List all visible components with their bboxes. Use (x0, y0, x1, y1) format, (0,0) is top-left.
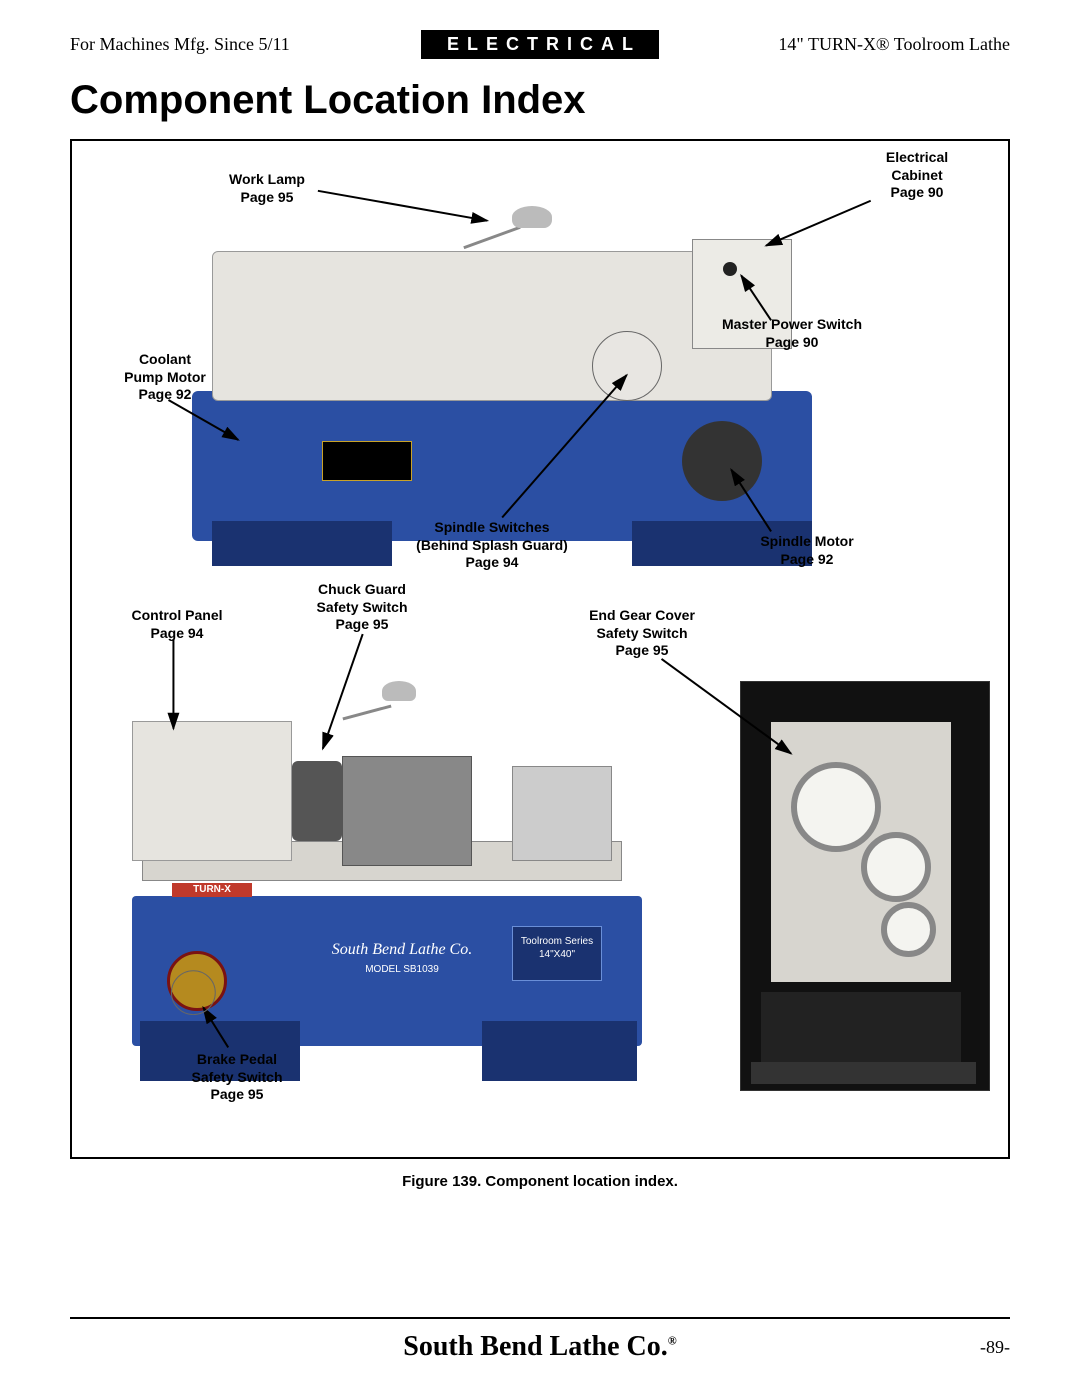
nameplate (322, 441, 412, 481)
footer-company: South Bend Lathe Co.® (403, 1331, 676, 1363)
label-end-gear: End Gear Cover Safety Switch Page 95 (552, 607, 732, 660)
label-master-power: Master Power Switch Page 90 (692, 316, 892, 351)
carriage (342, 756, 472, 866)
inset-stand (761, 992, 961, 1062)
lathe-foot-left (212, 521, 392, 566)
lathe-rear-view (152, 211, 852, 571)
tailstock (512, 766, 612, 861)
chuck (292, 761, 342, 841)
label-work-lamp: Work Lamp Page 95 (212, 171, 322, 206)
end-gear-inset (740, 681, 990, 1091)
figure-caption: Figure 139. Component location index. (70, 1173, 1010, 1190)
label-spindle-motor: Spindle Motor Page 92 (732, 533, 882, 568)
footer-page-number: -89- (980, 1337, 1010, 1358)
gear-large (791, 762, 881, 852)
company-script: South Bend Lathe Co. (332, 941, 472, 958)
base-label: South Bend Lathe Co. MODEL SB1039 (302, 941, 502, 977)
header-center-badge: ELECTRICAL (421, 30, 659, 59)
inset-base (751, 1062, 976, 1084)
headstock (132, 721, 292, 861)
label-control-panel: Control Panel Page 94 (112, 607, 242, 642)
label-brake-pedal: Brake Pedal Safety Switch Page 95 (167, 1051, 307, 1104)
southbend-logo (167, 951, 227, 1011)
figure-box: TURN-X South Bend Lathe Co. MODEL SB1039… (70, 139, 1010, 1159)
lathe-front-view: TURN-X South Bend Lathe Co. MODEL SB1039… (112, 661, 672, 1091)
callout-circle-1 (592, 331, 662, 401)
page-footer: South Bend Lathe Co.® -89- (70, 1317, 1010, 1367)
label-chuck-guard: Chuck Guard Safety Switch Page 95 (292, 581, 432, 634)
page-title: Component Location Index (70, 78, 1010, 123)
model-label: MODEL SB1039 (365, 964, 439, 975)
header-bar: For Machines Mfg. Since 5/11 ELECTRICAL … (70, 30, 1010, 58)
work-lamp-front (342, 681, 422, 721)
registered-mark: ® (668, 1334, 677, 1348)
gear-mid (861, 832, 931, 902)
label-electrical-cabinet: Electrical Cabinet Page 90 (862, 149, 972, 202)
label-coolant-pump: Coolant Pump Motor Page 92 (110, 351, 220, 404)
label-spindle-switches: Spindle Switches (Behind Splash Guard) P… (392, 519, 592, 572)
gear-small (881, 902, 936, 957)
work-lamp (462, 206, 552, 246)
toolroom-plate: Toolroom Series 14"X40" (512, 926, 602, 981)
turnx-badge: TURN-X (172, 883, 252, 897)
lathe-splash-guard (212, 251, 772, 401)
header-left: For Machines Mfg. Since 5/11 (70, 34, 421, 55)
header-right: 14" TURN-X® Toolroom Lathe (659, 34, 1010, 55)
spindle-motor-grill (682, 421, 762, 501)
footer-company-text: South Bend Lathe Co. (403, 1331, 668, 1362)
lathe-foot-right-front (482, 1021, 637, 1081)
